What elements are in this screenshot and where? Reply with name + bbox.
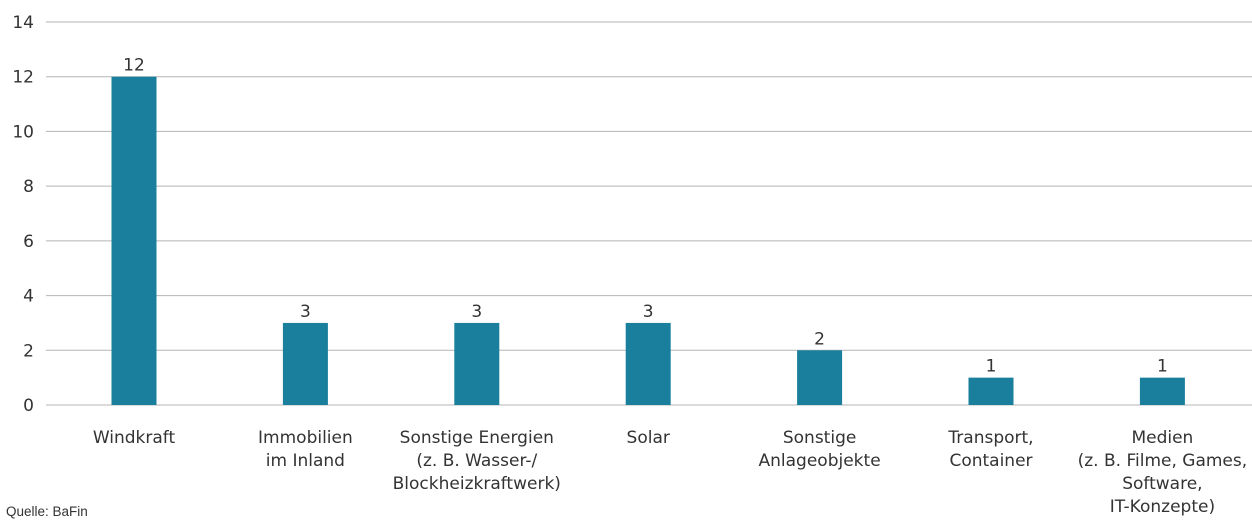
bar xyxy=(968,377,1014,405)
bar xyxy=(111,76,157,405)
x-tick-label: Sonstige Energien (z. B. Wasser-/Blockhei… xyxy=(393,428,561,494)
y-tick-label: 10 xyxy=(12,122,34,142)
y-tick-label: 0 xyxy=(23,396,34,416)
x-tick-label: Solar xyxy=(627,428,670,448)
bar xyxy=(1139,377,1185,405)
bar xyxy=(282,322,328,405)
y-tick-label: 14 xyxy=(12,13,34,33)
y-tick-label: 2 xyxy=(23,341,34,361)
data-label: 2 xyxy=(814,329,825,349)
source-note: Quelle: BaFin xyxy=(6,504,88,519)
x-tick-label: Sonstige Anlageobjekte xyxy=(759,428,881,471)
data-label: 3 xyxy=(300,302,311,322)
x-tick-label: Windkraft xyxy=(93,428,176,448)
x-tick-label: Medien (z. B. Filme, Games, Software, IT-Ko… xyxy=(1078,428,1248,517)
data-label: 12 xyxy=(123,56,145,76)
y-tick-label: 8 xyxy=(23,177,34,197)
bar xyxy=(797,350,843,405)
x-tick-label: Immobilien im Inland xyxy=(258,428,353,471)
y-tick-label: 12 xyxy=(12,68,34,88)
data-label: 3 xyxy=(643,302,654,322)
bar xyxy=(625,322,671,405)
x-tick-label: Transport, Container xyxy=(947,428,1033,471)
data-label: 1 xyxy=(986,357,997,377)
data-label: 3 xyxy=(471,302,482,322)
bar xyxy=(454,322,500,405)
y-tick-label: 6 xyxy=(23,232,34,252)
data-label: 1 xyxy=(1157,357,1168,377)
y-tick-label: 4 xyxy=(23,287,34,307)
